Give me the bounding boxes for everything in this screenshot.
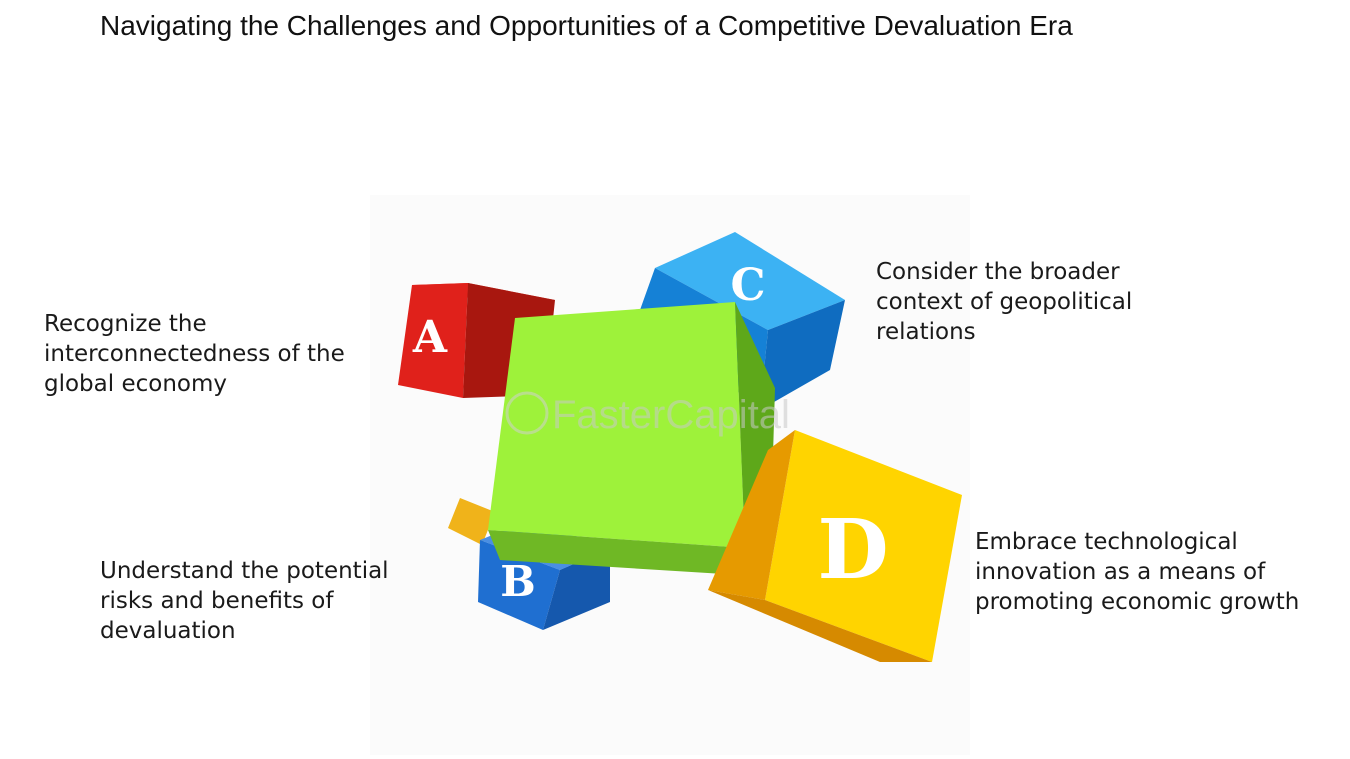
page-title: Navigating the Challenges and Opportunit… xyxy=(100,10,1073,41)
callout-b-line: risks and benefits of xyxy=(100,588,334,614)
watermark-gear-icon xyxy=(505,391,549,435)
callout-b-line: Understand the potential xyxy=(100,558,389,584)
watermark-logo: FasterCapital xyxy=(505,391,790,437)
callout-c-line: context of geopolitical xyxy=(876,289,1133,315)
callout-d-text: Embrace technological innovation as a me… xyxy=(975,527,1299,617)
callout-a-line: interconnectedness of the xyxy=(44,341,345,367)
callout-c-line: relations xyxy=(876,319,976,345)
callout-a-line: global economy xyxy=(44,371,227,397)
watermark-text: FasterCapital xyxy=(552,393,790,437)
cube-a-letter: A xyxy=(412,312,448,363)
cube-center-green xyxy=(488,302,775,575)
cube-b-letter: B xyxy=(500,557,536,606)
cube-c-letter: C xyxy=(730,260,765,311)
cube-d: D xyxy=(708,430,962,662)
callout-b-line: devaluation xyxy=(100,618,236,644)
callout-a-text: Recognize the interconnectedness of the … xyxy=(44,309,345,399)
callout-c-text: Consider the broader context of geopolit… xyxy=(876,257,1132,347)
cube-d-letter: D xyxy=(817,502,888,598)
callout-d-line: innovation as a means of xyxy=(975,559,1266,585)
callout-d-line: promoting economic growth xyxy=(975,589,1300,615)
small-orange-block xyxy=(448,498,495,545)
callout-c-line: Consider the broader xyxy=(876,259,1120,285)
callout-b-text: Understand the potential risks and benef… xyxy=(100,556,389,646)
callout-d-line: Embrace technological xyxy=(975,529,1238,555)
callout-a-line: Recognize the xyxy=(44,311,207,337)
